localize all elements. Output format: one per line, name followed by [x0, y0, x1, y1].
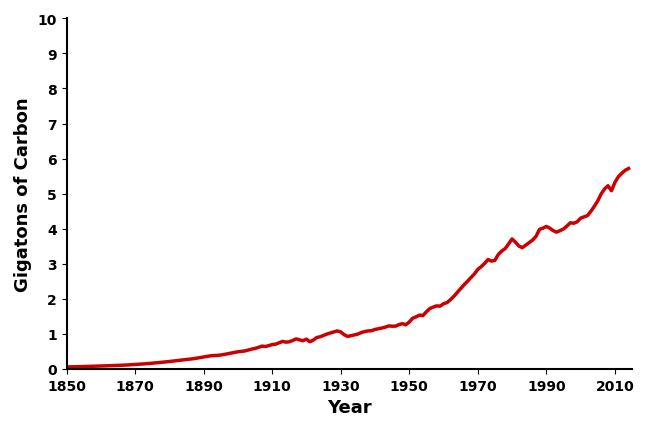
- X-axis label: Year: Year: [327, 398, 372, 416]
- Y-axis label: Gigatons of Carbon: Gigatons of Carbon: [14, 97, 32, 291]
